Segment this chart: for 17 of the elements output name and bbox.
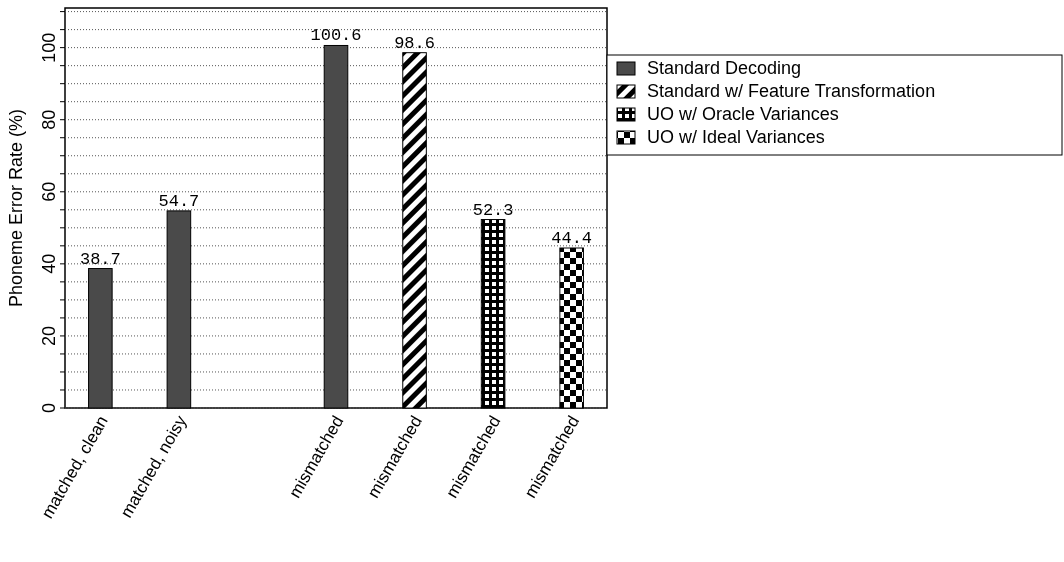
y-tick-label: 80 [39,109,59,130]
data-label: 52.3 [472,200,514,220]
data-label: 98.6 [394,33,435,53]
legend-label: UO w/ Ideal Variances [647,127,825,147]
y-tick-label: 60 [39,181,59,202]
data-label: 100.6 [310,26,362,46]
legend-label: Standard Decoding [647,58,802,78]
legend-label: UO w/ Oracle Variances [647,104,839,124]
y-tick-label: 40 [39,253,59,274]
data-label: 44.4 [551,229,593,248]
y-tick-label: 100 [39,32,59,63]
data-label: 54.7 [158,191,200,211]
y-axis-title: Phoneme Error Rate (%) [6,108,26,308]
legend-label: Standard w/ Feature Transformation [647,81,936,101]
data-label: 38.7 [79,249,121,269]
y-tick-label: 0 [39,402,59,414]
y-tick-label: 20 [39,325,59,346]
